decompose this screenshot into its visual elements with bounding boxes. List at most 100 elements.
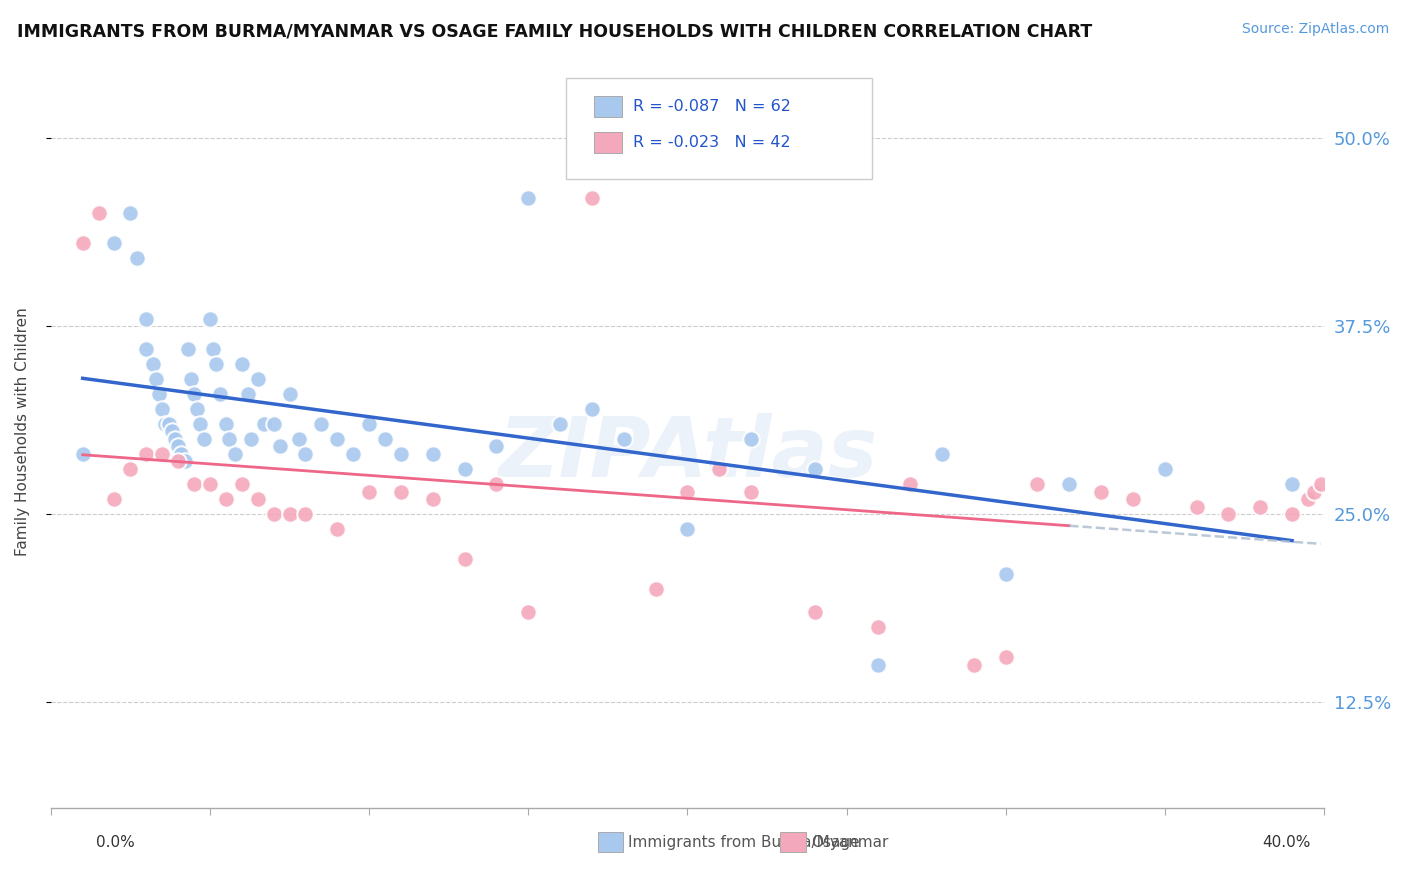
Point [963,657,986,672]
Point [994,567,1017,582]
Point [183,386,205,401]
Point [1026,477,1049,491]
Point [135,311,157,326]
Point [253,417,276,431]
Point [87,206,110,220]
Point [359,417,381,431]
Point [135,447,157,461]
Point [517,605,540,619]
Point [740,484,762,499]
Point [148,386,170,401]
Point [120,462,142,476]
Text: IMMIGRANTS FROM BURMA/MYANMAR VS OSAGE FAMILY HOUSEHOLDS WITH CHILDREN CORRELATI: IMMIGRANTS FROM BURMA/MYANMAR VS OSAGE F… [17,22,1092,40]
Point [311,417,333,431]
Point [1249,500,1271,514]
Point [278,386,301,401]
Point [224,447,246,461]
Point [240,432,263,446]
Y-axis label: Family Households with Children: Family Households with Children [15,307,30,556]
Bar [595,96,623,117]
Point [278,507,301,521]
Point [208,386,231,401]
Point [1059,477,1081,491]
Point [135,342,157,356]
Point [548,417,571,431]
Point [1281,507,1303,521]
Point [1309,477,1331,491]
FancyBboxPatch shape [567,78,872,179]
Point [994,650,1017,665]
Point [374,432,396,446]
Point [803,462,825,476]
Point [193,432,215,446]
Point [326,522,349,536]
Point [517,191,540,205]
Point [676,522,699,536]
Point [215,417,238,431]
Point [269,439,291,453]
Point [1218,507,1240,521]
Point [246,492,269,507]
Point [72,447,94,461]
Point [263,507,285,521]
Point [1153,462,1175,476]
Point [167,454,190,468]
Point [676,484,699,499]
Point [453,462,475,476]
Point [150,447,173,461]
Point [359,484,381,499]
Point [485,439,508,453]
Point [103,492,125,507]
Point [160,425,183,439]
Text: 40.0%: 40.0% [1263,836,1310,850]
Point [342,447,364,461]
Point [173,454,195,468]
Point [389,484,412,499]
Point [238,386,260,401]
Point [198,311,221,326]
Point [581,191,603,205]
Point [453,552,475,566]
Point [581,401,603,416]
Text: R = -0.087   N = 62: R = -0.087 N = 62 [633,99,790,114]
Point [180,372,202,386]
Point [142,357,165,371]
Point [167,439,190,453]
Point [170,447,193,461]
Point [803,605,825,619]
Text: Osage: Osage [811,835,860,849]
Point [183,477,205,491]
Point [163,432,186,446]
Point [485,477,508,491]
Point [1090,484,1112,499]
Point [288,432,311,446]
Point [231,477,253,491]
Point [218,432,240,446]
Point [422,492,444,507]
Point [263,417,285,431]
Point [868,657,890,672]
Point [155,417,177,431]
Point [72,236,94,251]
Point [1185,500,1208,514]
Point [150,401,173,416]
Point [1296,492,1319,507]
Point [422,447,444,461]
Point [644,582,666,597]
Point [176,342,198,356]
Point [294,447,316,461]
Point [120,206,142,220]
Point [215,492,238,507]
Point [125,252,148,266]
Point [190,417,212,431]
Point [613,432,636,446]
Point [103,236,125,251]
Point [898,477,921,491]
Point [246,372,269,386]
Point [157,417,180,431]
Point [198,477,221,491]
Text: R = -0.023   N = 42: R = -0.023 N = 42 [633,135,790,150]
Point [294,507,316,521]
Text: Immigrants from Burma/Myanmar: Immigrants from Burma/Myanmar [628,835,889,849]
Text: ZIPAtlas: ZIPAtlas [498,414,877,494]
